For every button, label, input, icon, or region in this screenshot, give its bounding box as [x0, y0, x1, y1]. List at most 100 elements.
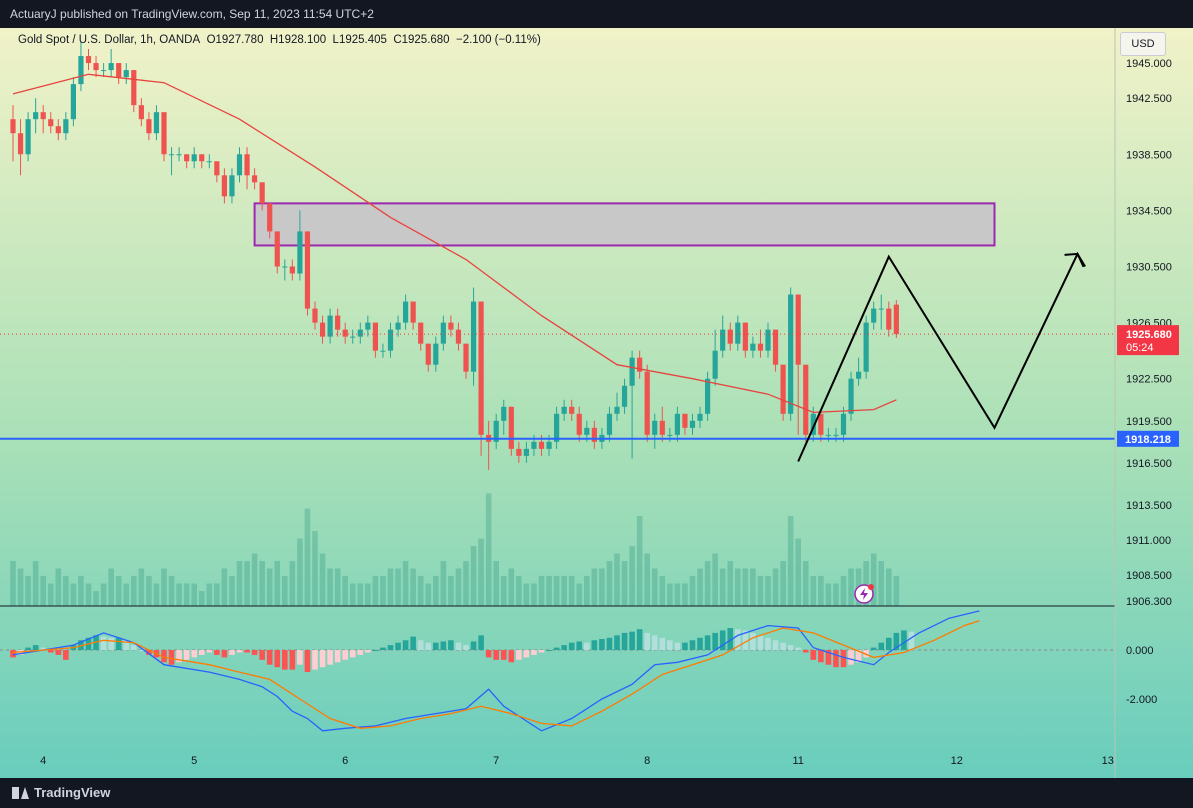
candle-body	[168, 154, 175, 156]
alert-icon[interactable]	[854, 584, 874, 604]
volume-bar	[848, 568, 854, 606]
support-price-label-bg	[1117, 430, 1179, 447]
price-tick-label: 1911.000	[1126, 535, 1171, 547]
volume-bar	[357, 583, 364, 606]
candle-body	[848, 378, 854, 414]
macd-histogram-bar	[63, 650, 69, 660]
macd-histogram-bar	[493, 650, 499, 660]
volume-bar	[342, 576, 348, 606]
candle-body	[138, 105, 144, 120]
macd-histogram-bar	[244, 650, 250, 653]
volume-bar	[689, 576, 696, 606]
volume-bar	[380, 576, 386, 606]
time-tick-label: 13	[1102, 755, 1114, 767]
price-tick-label: 1945.000	[1126, 58, 1172, 70]
macd-histogram-bar	[840, 650, 847, 668]
chart-area[interactable]: 1945.000 1942.500 1938.500 1934.500 1930.500…	[0, 28, 1193, 778]
candle-body	[33, 112, 39, 120]
volume-bar	[297, 538, 303, 606]
macd-histogram-bar	[402, 640, 409, 651]
volume-bar	[229, 576, 235, 606]
volume-bar	[621, 561, 628, 606]
brand-name: TradingView	[34, 785, 111, 800]
candle-body	[319, 322, 326, 337]
volume-bar	[70, 583, 77, 606]
volume-bar	[312, 531, 318, 606]
macd-histogram-bar	[123, 640, 130, 651]
macd-histogram-bar	[198, 650, 205, 655]
volume-bar	[478, 538, 484, 606]
volume-bar	[198, 591, 205, 606]
tradingview-icon	[12, 786, 29, 799]
candle-body	[659, 420, 665, 435]
candle-body	[742, 322, 748, 351]
macd-histogram-bar	[576, 641, 583, 651]
candle-body	[85, 56, 92, 64]
volume-bar	[100, 583, 107, 606]
macd-histogram-bar	[485, 650, 492, 658]
candle-body	[78, 56, 84, 85]
volume-bar	[765, 576, 771, 606]
macd-histogram-bar	[901, 630, 907, 651]
candle-body	[153, 112, 160, 134]
volume-bar	[750, 568, 756, 606]
macd-histogram-bar	[395, 642, 401, 651]
candle-body	[463, 343, 469, 372]
macd-histogram-bar	[131, 645, 137, 651]
candle-body	[63, 119, 69, 134]
macd-histogram-bar	[342, 650, 348, 660]
volume-bar	[682, 583, 688, 606]
chart-background	[0, 28, 1193, 778]
volume-bar	[568, 576, 575, 606]
lightning-icon	[860, 588, 868, 600]
macd-line	[12, 610, 980, 732]
macd-histogram-bar	[221, 650, 228, 658]
macd-histogram-bar	[855, 650, 862, 663]
change-value: −2.100 (−0.11%)	[455, 34, 541, 46]
candle-body	[40, 112, 46, 120]
volume-bar	[289, 561, 296, 606]
volume-bar	[433, 576, 439, 606]
macd-histogram-bar	[772, 640, 779, 651]
macd-histogram-bar	[440, 641, 447, 651]
tradingview-logo[interactable]: TradingView	[12, 785, 110, 800]
volume-bar	[259, 561, 265, 606]
price-tick-label: 1934.500	[1126, 205, 1172, 217]
volume-bar	[636, 516, 643, 606]
volume-bar	[40, 576, 46, 606]
supply-zone	[253, 202, 996, 247]
macd-histogram-bar	[304, 650, 311, 673]
macd-histogram-bar	[516, 650, 522, 660]
macd-histogram-bar	[470, 641, 477, 651]
macd-histogram-bar	[55, 650, 62, 655]
candle-body	[252, 175, 258, 183]
macd-histogram-bar	[712, 632, 718, 651]
macd-histogram-bar	[191, 650, 197, 658]
macd-histogram-bar	[266, 650, 273, 665]
volume-bar	[757, 576, 764, 606]
volume-bar	[704, 561, 711, 606]
macd-histogram-bar	[229, 650, 235, 655]
volume-bar	[78, 576, 84, 606]
volume-bar	[115, 576, 122, 606]
candle-body	[856, 371, 862, 379]
price-tick-label: 1919.500	[1126, 416, 1172, 428]
macd-histogram-bar	[455, 642, 462, 651]
chart-canvas[interactable]: 1945.000 1942.500 1938.500 1934.500 1930.500…	[0, 28, 1193, 778]
candle-body	[214, 161, 220, 176]
current-price-label: 1925.680	[1126, 329, 1172, 341]
candle-body	[274, 231, 280, 267]
signal-line	[12, 620, 980, 729]
volume-bar	[236, 561, 243, 606]
candle-body	[470, 301, 477, 372]
macd-histogram-bar	[425, 642, 432, 651]
currency-button[interactable]: USD	[1120, 32, 1166, 56]
macd-histogram-bar	[40, 647, 46, 651]
macd-histogram-bar	[584, 642, 590, 651]
macd-histogram-bar	[561, 645, 567, 651]
macd-histogram-bar	[478, 635, 484, 651]
volume-bar	[463, 561, 469, 606]
volume-bar	[425, 583, 432, 606]
macd-histogram-bar	[417, 640, 424, 651]
macd-histogram-bar	[568, 642, 575, 651]
